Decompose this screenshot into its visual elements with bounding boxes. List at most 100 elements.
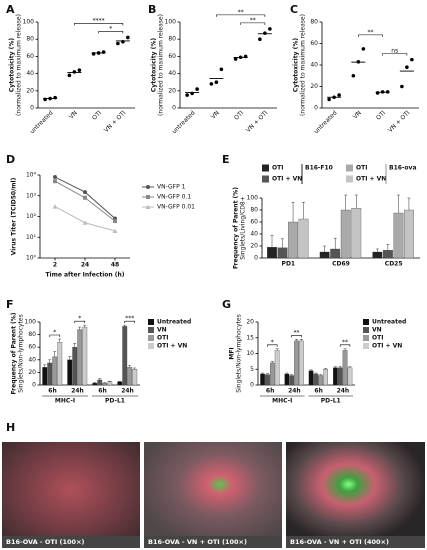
y-tick-label: 80 bbox=[310, 19, 318, 26]
y-tick-label: 60 bbox=[28, 344, 36, 351]
legend-label: VN-GFP 0.1 bbox=[157, 194, 191, 201]
marker bbox=[113, 219, 117, 224]
y-axis-sublabel: Singlets/Non-lymphocytes bbox=[18, 314, 25, 392]
marker bbox=[146, 185, 150, 189]
bar bbox=[330, 248, 341, 259]
y-tick-label: 100 bbox=[23, 19, 35, 26]
marker bbox=[83, 190, 87, 195]
significance-bracket bbox=[382, 53, 408, 56]
x-tick-label: 24h bbox=[337, 388, 350, 395]
panel-h: H B16-OVA - OTI (100×) B16-OVA - VN + OT… bbox=[2, 421, 425, 548]
y-tick-label: 10² bbox=[26, 213, 37, 220]
caption: B16-OVA - VN + OTI (400×) bbox=[290, 538, 389, 546]
x-axis-label: Time after Infection (h) bbox=[45, 272, 124, 279]
dot bbox=[258, 37, 262, 41]
legend-label: Untreated bbox=[372, 319, 406, 326]
error-bar bbox=[128, 365, 132, 368]
legend-label: OTI bbox=[356, 165, 367, 172]
caption-bg bbox=[2, 536, 140, 548]
legend-label: OTI + VN bbox=[272, 176, 302, 183]
micrograph bbox=[144, 442, 282, 548]
error-bar bbox=[98, 378, 102, 380]
significance-label: **** bbox=[93, 17, 105, 24]
legend-swatch bbox=[363, 335, 369, 341]
y-axis-sublabel: (normalized to maximum release) bbox=[300, 14, 307, 116]
y-axis-label: Cytotoxicity (%) bbox=[9, 38, 16, 92]
panel-letter: A bbox=[6, 3, 15, 16]
y-tick-label: 15 bbox=[246, 334, 254, 341]
x-tick-label: 24 bbox=[81, 262, 89, 269]
significance-label: ** bbox=[294, 329, 300, 336]
y-tick-label: 20 bbox=[246, 319, 254, 326]
bar bbox=[42, 367, 48, 386]
legend-label: OTI bbox=[372, 335, 383, 342]
y-tick-label: 100 bbox=[247, 195, 259, 202]
panel-letter: C bbox=[290, 3, 298, 16]
x-tick-label: VN bbox=[352, 110, 363, 121]
bar bbox=[132, 369, 138, 386]
error-bar bbox=[68, 356, 72, 360]
bar bbox=[299, 340, 304, 386]
dot bbox=[72, 70, 77, 74]
y-axis-sublabel: Singlets/Living/CD8+ bbox=[240, 196, 247, 259]
significance-bracket bbox=[358, 34, 383, 37]
error-bar bbox=[319, 374, 323, 376]
error-bar bbox=[275, 348, 279, 351]
bar bbox=[277, 247, 288, 259]
bar bbox=[347, 367, 353, 386]
dot bbox=[233, 57, 238, 61]
bar bbox=[97, 379, 103, 386]
y-tick-label: 10³ bbox=[26, 192, 37, 199]
x-tick-label: 48 bbox=[111, 262, 119, 269]
legend-swatch bbox=[346, 164, 353, 172]
y-tick-label: 100 bbox=[25, 319, 37, 326]
micrograph bbox=[286, 442, 425, 548]
y-tick-label: 0 bbox=[250, 382, 254, 389]
legend-label: OTI + VN bbox=[356, 176, 386, 183]
error-bar bbox=[73, 343, 77, 348]
legend-swatch bbox=[148, 343, 154, 349]
significance-label: ** bbox=[368, 29, 374, 36]
y-tick-label: 0 bbox=[254, 255, 258, 262]
bar bbox=[372, 251, 383, 259]
marker bbox=[52, 204, 58, 209]
significance-bracket bbox=[240, 22, 266, 25]
x-tick-label: VN + OTI bbox=[103, 109, 128, 134]
bar bbox=[318, 375, 324, 386]
error-bar bbox=[324, 368, 328, 370]
bar bbox=[82, 326, 88, 386]
bar bbox=[337, 367, 343, 386]
error-bar bbox=[302, 201, 306, 219]
bar bbox=[260, 373, 265, 386]
x-tick-label: VN bbox=[210, 110, 221, 121]
group-label: PD-L1 bbox=[321, 398, 341, 405]
marker bbox=[82, 220, 88, 225]
y-axis-label: MFI bbox=[229, 347, 236, 359]
y-axis-label: Frequency of Parent (%) bbox=[11, 312, 18, 394]
dot bbox=[263, 31, 267, 35]
legend-label: VN bbox=[372, 327, 382, 334]
error-bar bbox=[103, 382, 107, 384]
y-tick-label: 20 bbox=[168, 87, 176, 94]
error-bar bbox=[108, 380, 112, 382]
y-tick-label: 20 bbox=[310, 83, 318, 90]
y-tick-label: 5 bbox=[250, 366, 254, 373]
error-bar bbox=[299, 339, 303, 341]
bar bbox=[288, 221, 298, 259]
group-label: PD-L1 bbox=[105, 398, 125, 405]
dot bbox=[219, 67, 224, 72]
error-bar bbox=[285, 372, 289, 374]
x-tick-label: 24h bbox=[71, 388, 84, 395]
y-axis-label: Virus Titer (TCID50/ml) bbox=[11, 177, 18, 255]
marker bbox=[146, 195, 150, 199]
bar bbox=[67, 359, 73, 386]
bar bbox=[52, 356, 58, 386]
panel-letter: F bbox=[6, 298, 14, 311]
y-axis-label: Frequency of Parent (%) bbox=[233, 187, 240, 269]
x-tick-label: VN bbox=[68, 110, 79, 121]
y-tick-label: 60 bbox=[310, 40, 318, 47]
bar bbox=[269, 362, 275, 386]
significance-label: ns bbox=[391, 48, 398, 55]
caption: B16-OVA - OTI (100×) bbox=[6, 538, 85, 546]
bar bbox=[393, 212, 404, 259]
